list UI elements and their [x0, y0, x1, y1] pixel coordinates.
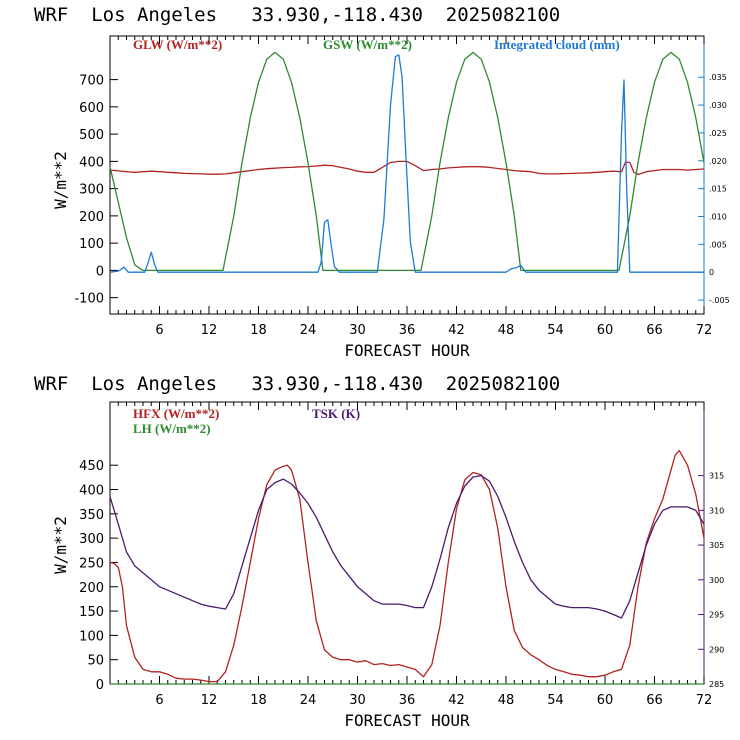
- x-tick-label: 36: [399, 693, 416, 708]
- x-tick-label: 30: [349, 693, 366, 708]
- top-series: [109, 51, 705, 273]
- y-tick-label: 100: [79, 237, 104, 252]
- y-tick-label: 350: [79, 508, 104, 523]
- x-tick-label: 48: [498, 323, 515, 338]
- top-x-axis-label: FORECAST HOUR: [344, 341, 470, 360]
- y2-tick-label: 0: [709, 268, 714, 277]
- y2-tick-label: .030: [709, 101, 727, 110]
- y-tick-label: 200: [79, 581, 104, 596]
- bottom-y-axis-label: W/m**2: [51, 516, 70, 574]
- series-line-tsk: [109, 474, 705, 619]
- x-tick-label: 48: [498, 693, 515, 708]
- y-tick-label: 0: [96, 264, 104, 279]
- x-tick-label: 12: [201, 323, 218, 338]
- top-x-ticks: 6 12 18 24 30 36 42 48 54 60 66 72: [117, 36, 713, 338]
- x-tick-label: 18: [250, 323, 267, 338]
- top-y-ticks: -100 0 100 200 300 400 500 600 700: [74, 74, 118, 307]
- y2-tick-label: 300: [709, 576, 724, 585]
- top-chart-title: WRF Los Angeles 33.930,-118.430 20250821…: [34, 4, 560, 26]
- y2-tick-label: 285: [709, 680, 724, 689]
- legend-lh: LH (W/m**2): [133, 421, 211, 436]
- y2-tick-label: .025: [709, 129, 727, 138]
- y-tick-label: 50: [87, 654, 104, 669]
- y-tick-label: 100: [79, 629, 104, 644]
- y2-tick-label: 290: [709, 645, 724, 654]
- x-tick-label: 24: [300, 323, 317, 338]
- y2-tick-label: .010: [709, 213, 727, 222]
- x-tick-label: 54: [547, 323, 564, 338]
- y2-tick-label: 310: [709, 506, 724, 515]
- y-tick-label: 200: [79, 210, 104, 225]
- x-tick-label: 6: [155, 693, 163, 708]
- y2-tick-label: .035: [709, 73, 727, 82]
- legend-hfx: HFX (W/m**2): [133, 406, 219, 421]
- x-tick-label: 54: [547, 693, 564, 708]
- legend-gsw: GSW (W/m**2): [323, 37, 412, 52]
- y-tick-label: 300: [79, 532, 104, 547]
- y-tick-label: 400: [79, 155, 104, 170]
- y-tick-label: -100: [74, 292, 104, 307]
- legend-integrated-cloud: Integrated cloud (mm): [494, 37, 620, 52]
- x-tick-label: 42: [448, 693, 465, 708]
- bottom-chart: WRF Los Angeles 33.930,-118.430 20250821…: [34, 373, 724, 730]
- y2-tick-label: 305: [709, 541, 724, 550]
- x-tick-label: 42: [448, 323, 465, 338]
- x-tick-label: 36: [399, 323, 416, 338]
- y-tick-label: 0: [96, 678, 104, 693]
- series-line-gsw: [109, 51, 705, 272]
- series-line-integrated: [109, 54, 704, 273]
- series-line-hfx: [109, 449, 705, 683]
- bottom-y-ticks: 0 50 100 150 200 250 300 350 400 450: [79, 459, 118, 693]
- y-tick-label: 450: [79, 459, 104, 474]
- bottom-x-axis-label: FORECAST HOUR: [344, 711, 470, 730]
- legend-glw: GLW (W/m**2): [133, 37, 222, 52]
- y-tick-label: 400: [79, 484, 104, 499]
- x-tick-label: 12: [201, 693, 218, 708]
- x-tick-label: 72: [696, 693, 713, 708]
- x-tick-label: 30: [349, 323, 366, 338]
- y2-tick-label: .005: [709, 240, 727, 249]
- series-line-glw: [109, 160, 705, 176]
- y-tick-label: 150: [79, 605, 104, 620]
- bottom-plot-frame: [109, 401, 705, 685]
- y-tick-label: 500: [79, 128, 104, 143]
- top-y-axis-label: W/m**2: [51, 151, 70, 209]
- bottom-series: [109, 449, 705, 685]
- top-chart: WRF Los Angeles 33.930,-118.430 20250821…: [34, 4, 730, 360]
- x-tick-label: 24: [300, 693, 317, 708]
- y-tick-label: 250: [79, 556, 104, 571]
- bottom-y2-ticks: 285 290 295 300 305 310 315: [698, 472, 724, 689]
- x-tick-label: 60: [597, 323, 614, 338]
- y-tick-label: 600: [79, 101, 104, 116]
- x-tick-label: 66: [646, 323, 663, 338]
- y2-tick-label: 315: [709, 472, 724, 481]
- top-y2-ticks: -.005 0 .005 .010 .015 .020 .025 .030 .035: [698, 73, 730, 305]
- bottom-chart-title: WRF Los Angeles 33.930,-118.430 20250821…: [34, 373, 560, 395]
- y2-tick-label: -.005: [709, 296, 730, 305]
- x-tick-label: 60: [597, 693, 614, 708]
- x-tick-label: 72: [696, 323, 713, 338]
- x-tick-label: 6: [155, 323, 163, 338]
- bottom-x-ticks: 6 12 18 24 30 36 42 48 54 60 66 72: [117, 402, 713, 708]
- y-tick-label: 300: [79, 183, 104, 198]
- y-tick-label: 700: [79, 74, 104, 89]
- y2-tick-label: .020: [709, 157, 727, 166]
- legend-tsk: TSK (K): [312, 406, 360, 421]
- y2-tick-label: 295: [709, 611, 724, 620]
- y2-tick-label: .015: [709, 185, 727, 194]
- x-tick-label: 18: [250, 693, 267, 708]
- x-tick-label: 66: [646, 693, 663, 708]
